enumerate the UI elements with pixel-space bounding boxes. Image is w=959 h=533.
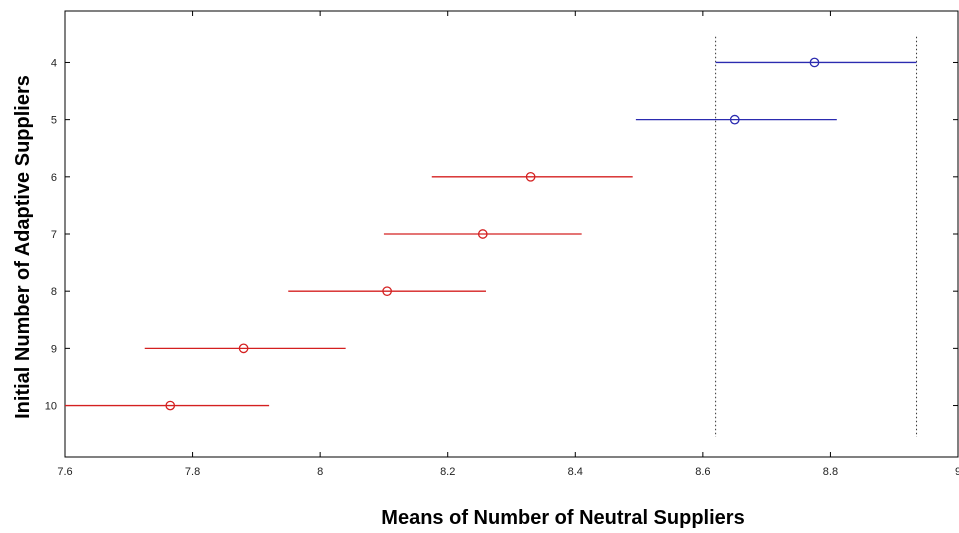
y-tick-label: 7 (51, 229, 57, 241)
x-tick-label: 9 (955, 466, 959, 478)
x-tick-label: 8.2 (440, 466, 455, 478)
y-tick-label: 6 (51, 172, 57, 184)
x-tick-label: 8.6 (695, 466, 710, 478)
y-tick-label: 10 (45, 401, 57, 413)
y-tick-label: 4 (51, 57, 57, 69)
x-tick-label: 7.6 (57, 466, 72, 478)
y-tick-label: 9 (51, 343, 57, 355)
y-tick-label: 8 (51, 286, 57, 298)
x-axis-title: Means of Number of Neutral Suppliers (381, 507, 744, 529)
x-tick-label: 8.4 (568, 466, 583, 478)
y-axis-title: Initial Number of Adaptive Suppliers (12, 75, 34, 419)
x-tick-label: 8 (317, 466, 323, 478)
x-tick-label: 8.8 (823, 466, 838, 478)
x-tick-label: 7.8 (185, 466, 200, 478)
y-tick-label: 5 (51, 115, 57, 127)
